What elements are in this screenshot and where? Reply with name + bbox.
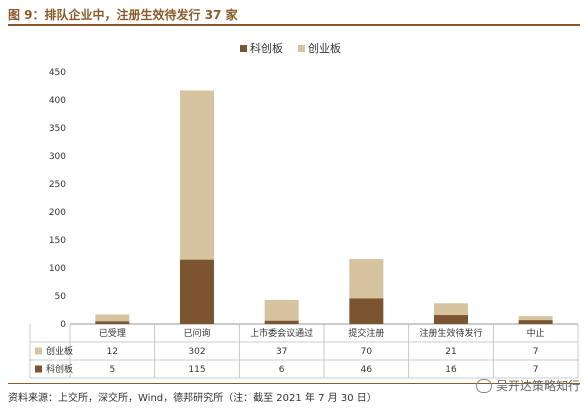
bar-kechuang (180, 260, 214, 324)
table-cell-chuangye: 70 (361, 347, 373, 357)
table-cell-chuangye: 21 (445, 347, 456, 357)
y-tick-label: 0 (60, 320, 66, 330)
bar-chuangye (519, 316, 553, 320)
table-cell-chuangye: 7 (533, 347, 539, 357)
x-category-label: 已问询 (183, 327, 210, 339)
y-tick-label: 50 (55, 292, 67, 302)
table-row-label-chuangye: 创业板 (46, 345, 73, 357)
table-cell-kechuang: 7 (533, 365, 539, 375)
table-cell-kechuang: 46 (361, 365, 373, 375)
table-cell-kechuang: 6 (279, 365, 285, 375)
y-tick-label: 300 (49, 152, 66, 162)
bar-chuangye (349, 259, 383, 298)
source-note: 资料来源：上交所，深交所，Wind，德邦研究所（注：截至 2021 年 7 月 … (8, 389, 377, 404)
table-swatch-chuangye (35, 348, 42, 355)
table-row-label-kechuang: 科创板 (46, 363, 73, 375)
watermark-text: 吴开达策略知行 (496, 377, 580, 394)
bar-chuangye (95, 314, 129, 321)
table-cell-chuangye: 302 (188, 347, 205, 357)
y-tick-label: 150 (49, 236, 66, 246)
x-category-label: 上市委会议通过 (250, 327, 313, 339)
bar-kechuang (434, 315, 468, 324)
x-category-label: 中止 (527, 327, 545, 339)
bar-chuangye (180, 90, 214, 259)
y-tick-label: 350 (49, 124, 66, 134)
table-cell-chuangye: 37 (276, 347, 287, 357)
table-cell-kechuang: 16 (445, 365, 457, 375)
table-swatch-kechuang (35, 366, 42, 373)
bar-kechuang (265, 321, 299, 324)
table-cell-chuangye: 12 (107, 347, 118, 357)
table-cell-kechuang: 5 (109, 365, 115, 375)
x-category-label: 提交注册 (348, 327, 384, 339)
watermark: 吴开达策略知行 (476, 377, 580, 394)
bar-kechuang (349, 298, 383, 324)
bar-kechuang (95, 321, 129, 324)
y-tick-label: 400 (49, 96, 66, 106)
y-tick-label: 450 (49, 68, 66, 78)
bar-chuangye (434, 303, 468, 315)
y-tick-label: 250 (49, 180, 66, 190)
bar-kechuang (519, 320, 553, 324)
y-tick-label: 200 (49, 208, 66, 218)
wechat-icon (476, 379, 492, 393)
table-cell-kechuang: 115 (188, 365, 205, 375)
x-category-label: 已受理 (99, 327, 126, 339)
bar-chuangye (265, 300, 299, 321)
y-tick-label: 100 (49, 264, 66, 274)
x-category-label: 注册生效待发行 (419, 327, 482, 339)
